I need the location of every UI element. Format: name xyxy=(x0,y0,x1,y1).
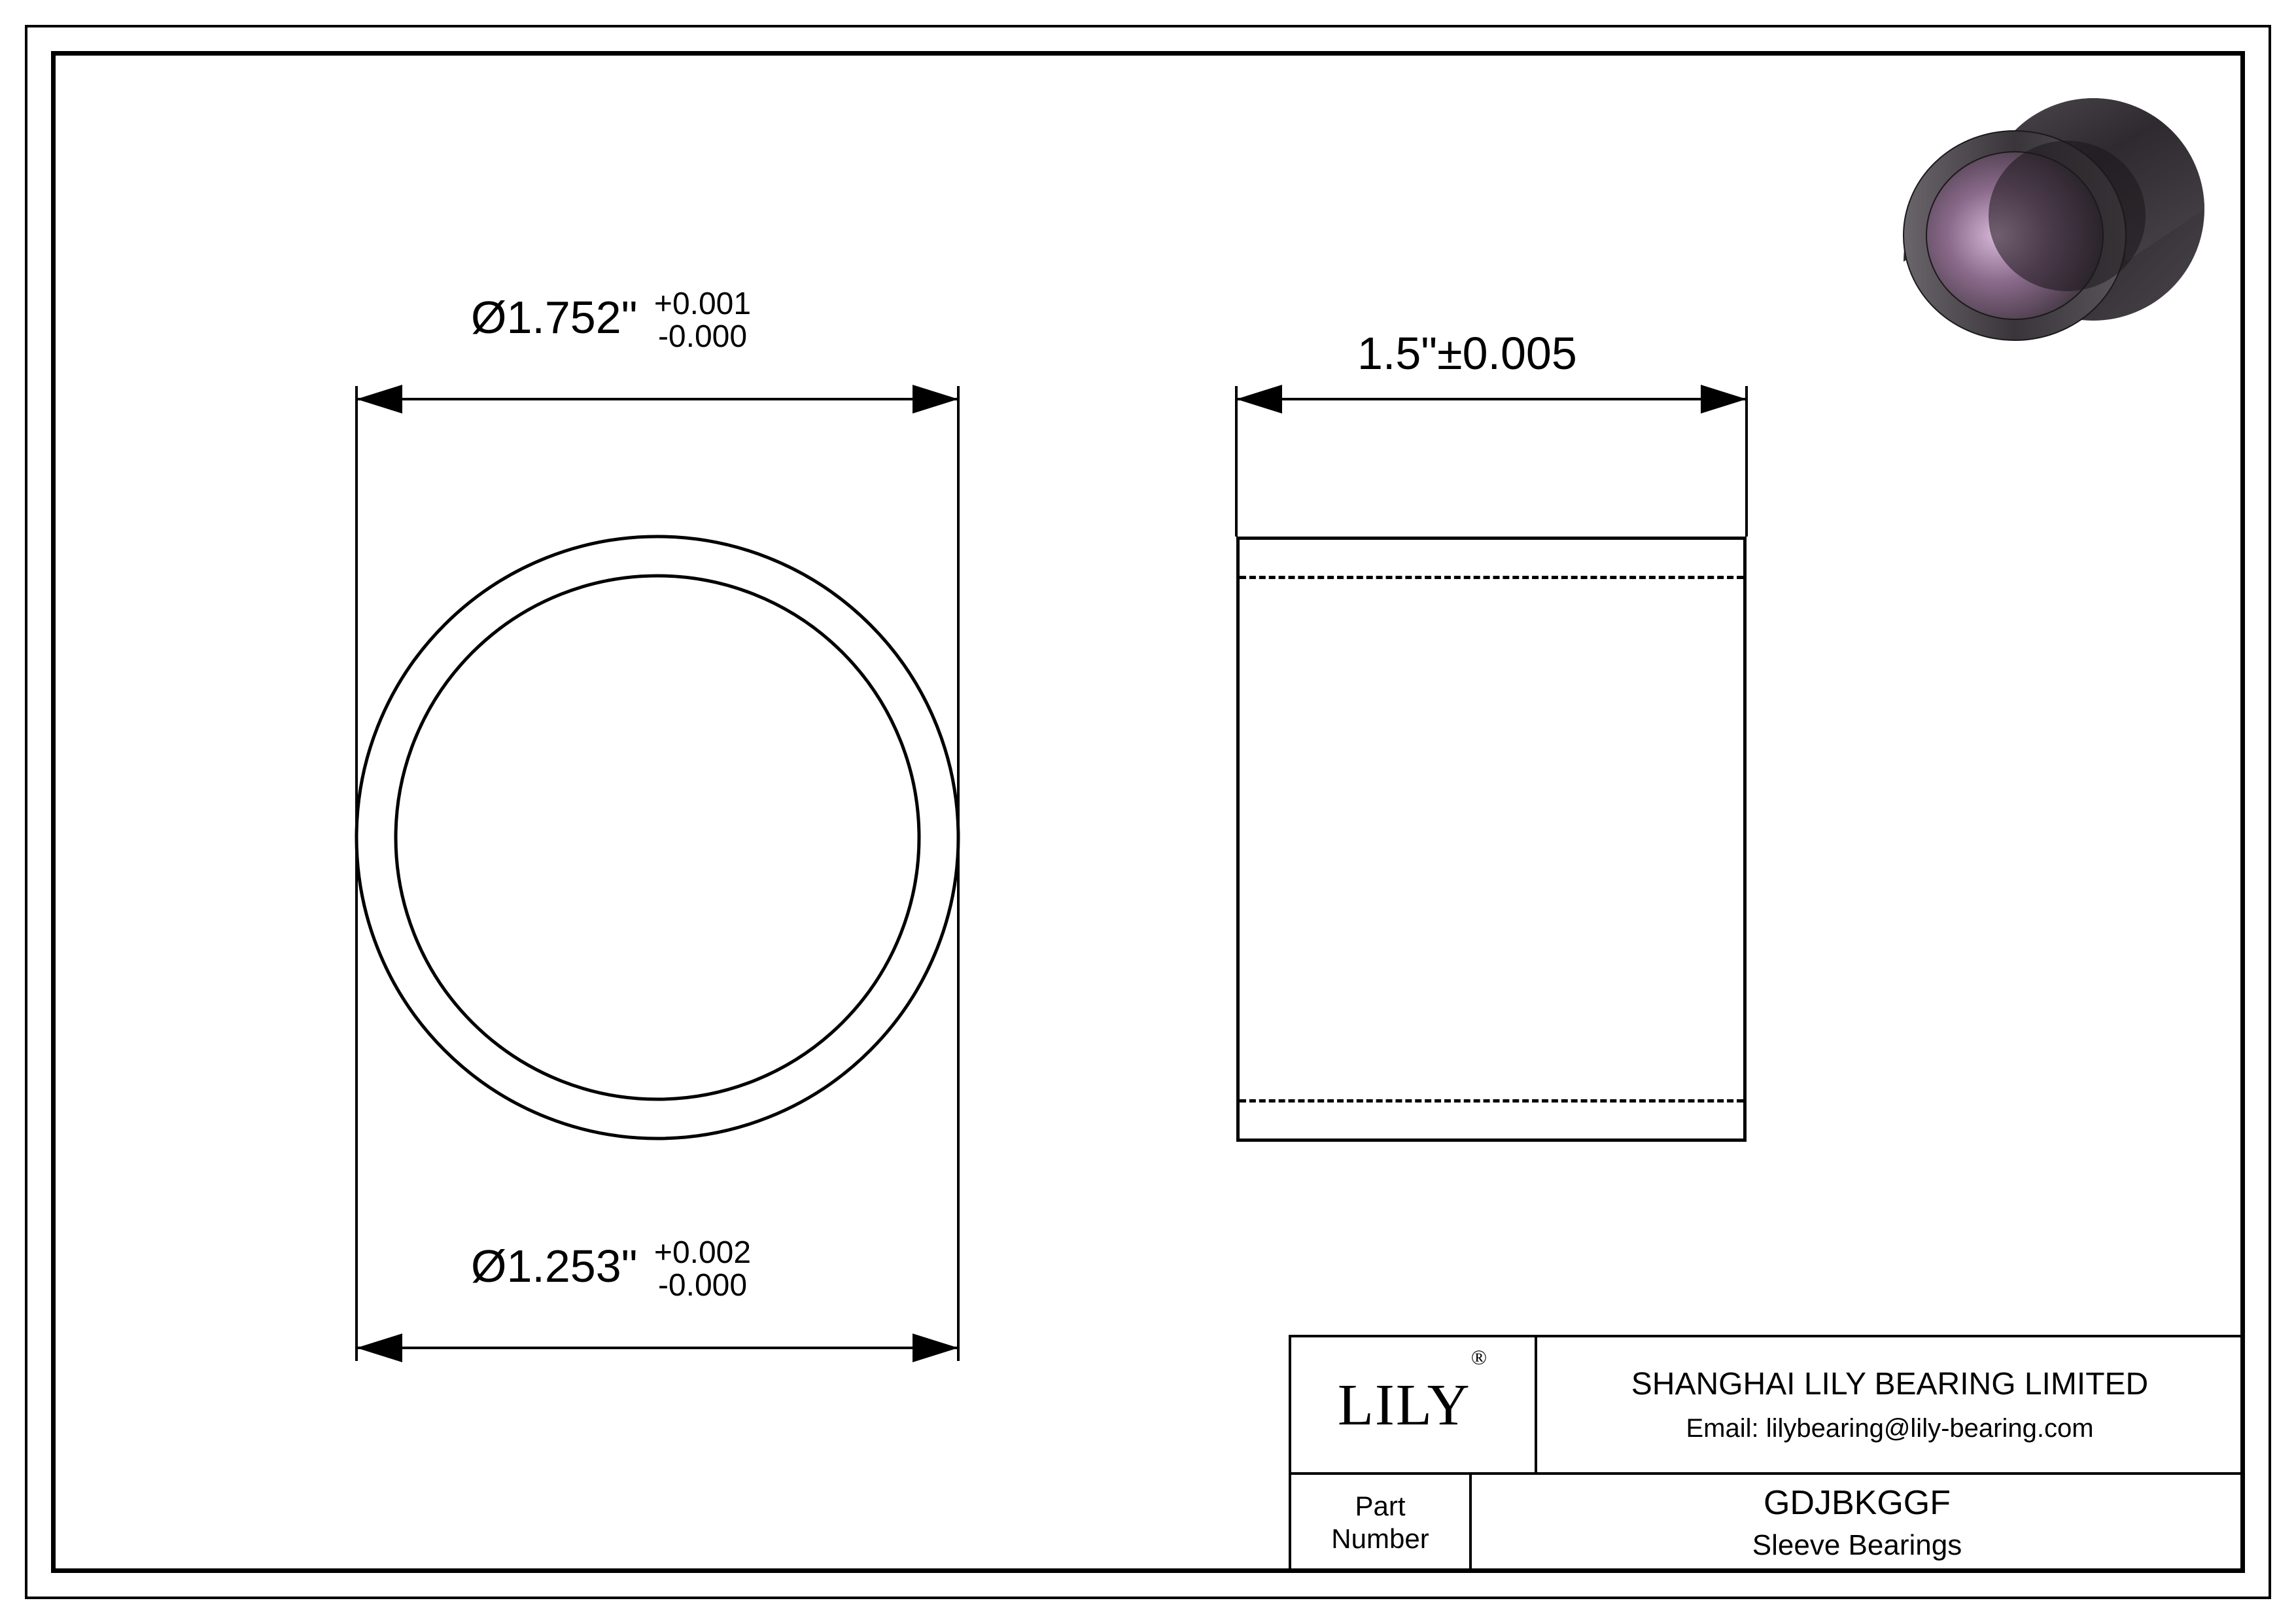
lily-logo-text: LILY xyxy=(1338,1373,1471,1438)
dim-width-arrow-left xyxy=(1236,385,1282,414)
dim-width: 1.5"±0.005 xyxy=(1357,327,1577,380)
dim-outer-line xyxy=(357,398,958,400)
dim-width-ext-right xyxy=(1745,386,1748,537)
lily-logo: LILY® xyxy=(1338,1371,1488,1439)
side-view-rect xyxy=(1236,537,1747,1142)
dim-width-ext-left xyxy=(1235,386,1238,537)
part-label-line2: Number xyxy=(1331,1523,1429,1555)
dim-inner-nominal: Ø1.253" xyxy=(471,1241,637,1292)
title-block-company-cell: SHANGHAI LILY BEARING LIMITED Email: lil… xyxy=(1535,1335,2245,1475)
registered-mark: ® xyxy=(1471,1345,1488,1369)
side-view-hidden-bottom xyxy=(1240,1099,1743,1103)
dim-inner-tol-upper: +0.002 xyxy=(654,1237,751,1269)
dim-inner-ext-left xyxy=(355,851,358,1361)
dim-width-label: 1.5"±0.005 xyxy=(1357,328,1577,379)
dim-outer-tol-lower: -0.000 xyxy=(654,321,751,353)
title-block-part-label-cell: Part Number xyxy=(1289,1472,1472,1573)
front-view-ring xyxy=(330,510,984,1165)
dim-outer-tolerance: +0.001 -0.000 xyxy=(654,288,751,354)
dim-outer-ext-right xyxy=(957,386,960,831)
isometric-render xyxy=(1897,85,2211,347)
dim-outer-nominal: Ø1.752" xyxy=(471,292,637,343)
dim-outer-diameter: Ø1.752" +0.001 -0.000 xyxy=(471,288,751,354)
company-name: SHANGHAI LILY BEARING LIMITED xyxy=(1631,1366,2148,1402)
dim-inner-ext-right xyxy=(957,851,960,1361)
side-view-hidden-top xyxy=(1240,576,1743,579)
dim-inner-line xyxy=(357,1347,958,1349)
dim-inner-arrow-right xyxy=(913,1333,958,1362)
dim-inner-tolerance: +0.002 -0.000 xyxy=(654,1237,751,1303)
title-block-part-value-cell: GDJBKGGF Sleeve Bearings xyxy=(1469,1472,2245,1573)
dim-outer-tol-upper: +0.001 xyxy=(654,288,751,321)
title-block-logo-cell: LILY® xyxy=(1289,1335,1537,1475)
company-email: Email: lilybearing@lily-bearing.com xyxy=(1686,1414,2093,1443)
dim-width-line xyxy=(1236,398,1747,400)
dim-width-arrow-right xyxy=(1701,385,1747,414)
dim-inner-arrow-left xyxy=(357,1333,402,1362)
dim-inner-tol-lower: -0.000 xyxy=(654,1269,751,1302)
dim-outer-arrow-left xyxy=(357,385,402,414)
title-block: LILY® SHANGHAI LILY BEARING LIMITED Emai… xyxy=(1289,1335,2245,1573)
drawing-page: Ø1.752" +0.001 -0.000 Ø1.253" +0.002 -0.… xyxy=(0,0,2296,1624)
dim-outer-ext-left xyxy=(355,386,358,831)
dim-inner-diameter: Ø1.253" +0.002 -0.000 xyxy=(471,1237,751,1303)
part-number: GDJBKGGF xyxy=(1764,1483,1951,1523)
part-label-line1: Part xyxy=(1355,1490,1405,1523)
part-description: Sleeve Bearings xyxy=(1752,1529,1962,1562)
dim-outer-arrow-right xyxy=(913,385,958,414)
